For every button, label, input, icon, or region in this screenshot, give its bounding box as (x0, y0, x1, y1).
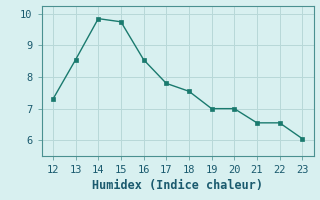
X-axis label: Humidex (Indice chaleur): Humidex (Indice chaleur) (92, 179, 263, 192)
